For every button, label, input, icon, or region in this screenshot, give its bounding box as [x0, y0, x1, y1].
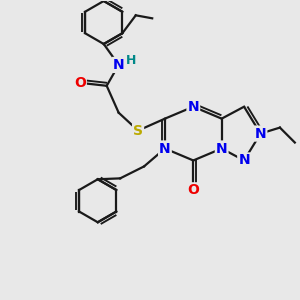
Text: O: O	[74, 76, 86, 90]
Text: N: N	[113, 58, 124, 72]
Text: N: N	[159, 142, 171, 155]
Text: N: N	[238, 154, 250, 167]
Text: O: O	[188, 183, 199, 197]
Text: N: N	[216, 142, 227, 155]
Text: N: N	[255, 127, 266, 141]
Text: N: N	[188, 100, 199, 114]
Text: H: H	[126, 54, 136, 67]
Text: S: S	[133, 124, 143, 138]
